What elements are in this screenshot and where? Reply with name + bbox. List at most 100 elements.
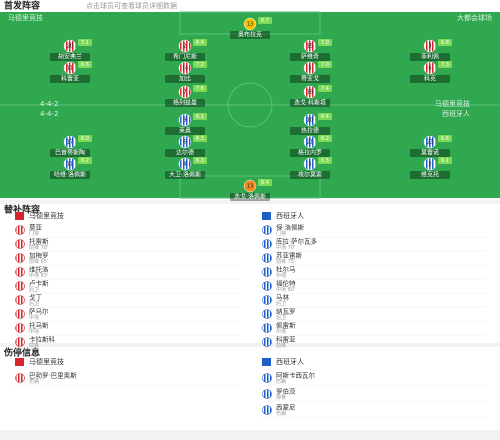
player-number: 3 <box>428 44 431 50</box>
player-name: 莫雷诺 <box>421 149 439 157</box>
rating-box <box>318 135 332 142</box>
player-avatar <box>262 295 272 305</box>
player-rating: 6.1 <box>441 158 449 164</box>
player-rating: 6.3 <box>196 158 204 164</box>
player-number: 5 <box>308 162 311 168</box>
player-name: 埃尔莫索 <box>298 171 322 179</box>
player-name: 大卫·洛佩斯 <box>169 171 201 179</box>
player-avatar <box>15 253 25 263</box>
player-rating: 6.4 <box>261 180 269 186</box>
player-number: 19 <box>307 90 313 96</box>
player-name: 维托洛 <box>29 265 49 274</box>
player-name: 托马斯 <box>29 321 49 330</box>
pitch-lines <box>0 11 500 199</box>
player-shirt <box>178 113 192 127</box>
player-info: 中场 80' <box>276 286 295 293</box>
player-info: 门将 <box>276 230 286 237</box>
player-name: 希门尼斯 <box>173 53 197 61</box>
player-shirt <box>303 39 317 53</box>
player-number: 7 <box>183 90 186 96</box>
section-title: 首发阵容 <box>4 0 40 12</box>
rating-box <box>78 157 92 164</box>
home-team: 马德里竞技 <box>8 13 43 22</box>
player-number: 6 <box>428 66 431 72</box>
rating-box <box>78 135 92 142</box>
player-info: 后卫 <box>276 300 286 307</box>
player-avatar <box>262 225 272 235</box>
player-rating: 7.0 <box>321 62 329 68</box>
player-info: 中场 <box>276 328 286 335</box>
player-name: 格拉内罗 <box>298 149 322 157</box>
name-box <box>410 53 450 61</box>
player-shirt <box>423 135 437 149</box>
rating-box <box>438 157 452 164</box>
team-logo <box>15 358 24 366</box>
rating-box <box>438 135 452 142</box>
player-name: 罗伯茨 <box>276 387 296 396</box>
player-shirt <box>63 135 77 149</box>
rating-box <box>438 39 452 46</box>
player-name: 科克 <box>424 75 436 83</box>
name-box <box>290 99 330 107</box>
player-name: 戈丁 <box>29 293 43 302</box>
player-avatar <box>262 323 272 333</box>
player-name: 纳瓦罗 <box>276 307 296 316</box>
player-name: 科雷亚 <box>276 335 296 344</box>
player-avatar <box>15 309 25 319</box>
away-team-right: 西班牙人 <box>442 109 470 118</box>
player-info: 门将 <box>29 230 39 237</box>
player-name: 蒂亚戈 <box>301 75 319 83</box>
name-box <box>230 31 270 39</box>
player-shirt <box>423 157 437 171</box>
player-avatar <box>262 309 272 319</box>
player-info: 伤病 <box>276 378 286 385</box>
player-info: 前锋 78' <box>29 244 48 251</box>
player-shirt <box>63 61 77 75</box>
player-name: 奥布拉克 <box>238 31 262 39</box>
rating-box <box>193 113 207 120</box>
player-rating: 6.6 <box>81 62 89 68</box>
player-avatar <box>262 267 272 277</box>
team-logo <box>262 212 271 220</box>
player-number: 15 <box>307 44 313 50</box>
player-rating: 6.1 <box>196 114 204 120</box>
divider <box>0 200 500 204</box>
rating-box <box>78 39 92 46</box>
rating-box <box>318 113 332 120</box>
name-box <box>410 75 450 83</box>
player-name: 苏亚雷斯 <box>276 251 303 260</box>
away-formation: 4-4-2 <box>40 110 58 118</box>
player-name: 热拉德 <box>301 127 319 135</box>
player-name: 加比 <box>179 75 191 83</box>
player-rating: 6.5 <box>321 158 329 164</box>
player-name: 巴普蒂斯陶 <box>55 149 85 157</box>
player-rating: 7.3 <box>441 62 449 68</box>
player-avatar <box>15 281 25 291</box>
player-info: 后卫 <box>276 314 286 321</box>
player-name: 莱奥 <box>179 127 191 135</box>
player-name: 迭戈·科斯塔 <box>294 99 326 107</box>
name-box <box>290 149 330 157</box>
player-info: 前锋 75' <box>276 258 295 265</box>
player-name: 卢卡斯 <box>29 279 49 288</box>
hint: 点击球员可查看球员详细数据 <box>86 1 177 10</box>
player-info: 后卫 <box>29 286 39 293</box>
player-shirt <box>178 157 192 171</box>
player-name: 格列兹曼 <box>173 99 197 107</box>
name-box <box>290 171 330 179</box>
name-box <box>290 53 330 61</box>
player-shirt <box>178 61 192 75</box>
rating-box <box>318 85 332 92</box>
rating-box <box>193 61 207 68</box>
player-number: 9 <box>183 118 186 124</box>
player-info: 前锋 65' <box>29 258 48 265</box>
player-info: 后卫 <box>29 300 39 307</box>
player-name: 达尔德 <box>176 149 194 157</box>
player-info: 中场 <box>276 272 286 279</box>
name-box <box>230 193 270 201</box>
player-number: 17 <box>67 140 73 146</box>
player-shirt <box>243 179 257 193</box>
player-rating: 6.2 <box>321 136 329 142</box>
player-avatar <box>15 295 25 305</box>
player-number: 11 <box>67 66 73 72</box>
